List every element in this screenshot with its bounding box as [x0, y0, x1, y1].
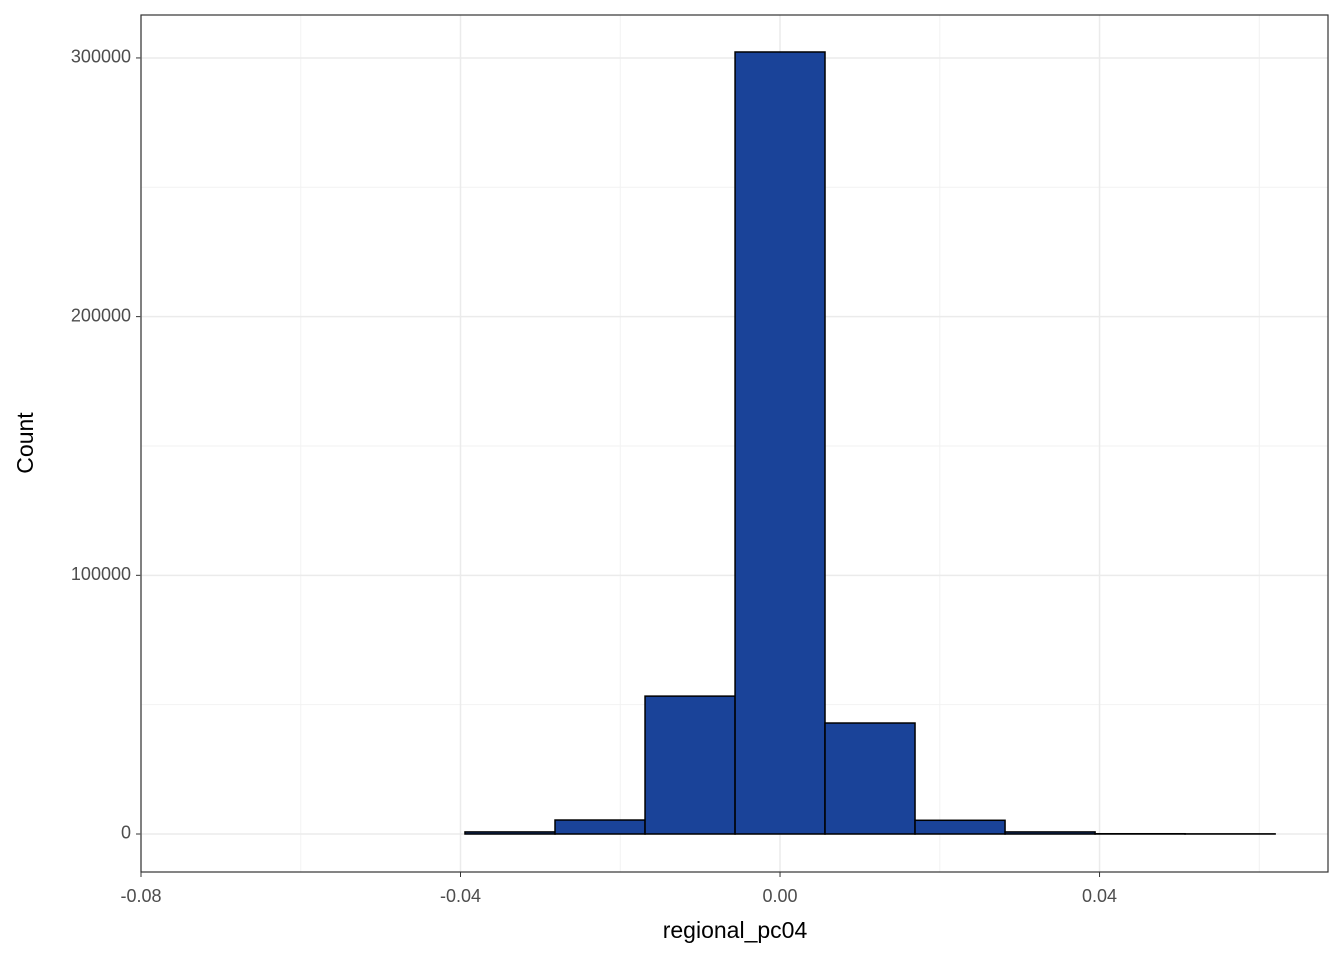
y-axis-label: Count [12, 412, 38, 474]
bar [464, 831, 556, 835]
x-tick-label: 0.00 [763, 886, 798, 906]
x-tick-label: -0.08 [120, 886, 161, 906]
x-tick-label: -0.04 [440, 886, 481, 906]
x-tick-label: 0.04 [1082, 886, 1117, 906]
y-tick-label: 300000 [71, 47, 131, 67]
x-axis-label: regional_pc04 [663, 917, 808, 943]
bar [824, 722, 916, 835]
panel-border [140, 14, 1329, 873]
y-tick-label: 100000 [71, 564, 131, 584]
bar [644, 695, 736, 835]
bar [554, 819, 646, 835]
bar [914, 819, 1006, 835]
y-tick-label: 200000 [71, 305, 131, 325]
bar [1004, 831, 1096, 835]
bar [734, 51, 826, 835]
y-tick-label: 0 [121, 823, 131, 843]
